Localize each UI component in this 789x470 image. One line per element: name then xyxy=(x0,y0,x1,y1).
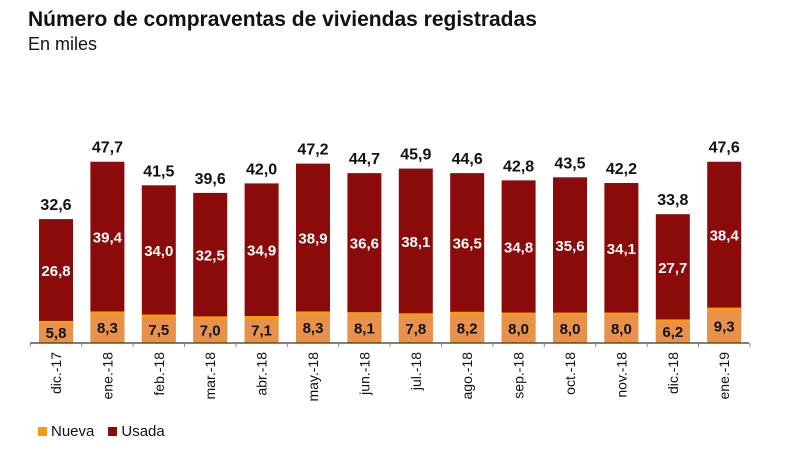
data-label-nueva: 7,5 xyxy=(148,322,169,339)
bar-segment-usada xyxy=(398,168,433,314)
chart-subtitle: En miles xyxy=(28,34,98,54)
data-label-total: 47,2 xyxy=(297,142,328,159)
data-label-total: 42,2 xyxy=(606,161,637,178)
bar-segment-usada xyxy=(244,183,279,317)
data-label-nueva: 8,0 xyxy=(508,321,529,338)
data-label-total: 47,6 xyxy=(709,140,740,157)
bar-segment-usada xyxy=(296,163,330,312)
data-label-usada: 36,6 xyxy=(350,236,379,253)
data-label-usada: 39,4 xyxy=(93,230,123,247)
x-tick-label: mar.-18 xyxy=(202,352,218,400)
bar-segment-usada xyxy=(655,214,690,320)
x-tick-label: dic.-18 xyxy=(665,352,681,394)
data-label-total: 32,6 xyxy=(40,197,71,214)
data-label-nueva: 7,8 xyxy=(405,321,426,338)
bar-label-bg-nueva xyxy=(604,315,639,341)
data-label-usada: 34,0 xyxy=(144,243,173,260)
data-label-nueva: 8,0 xyxy=(560,321,581,338)
bar-segment-usada xyxy=(141,185,176,315)
x-tick-label: ene.-18 xyxy=(99,352,115,400)
legend-swatch-nueva xyxy=(38,427,47,436)
bar-label-bg-nueva xyxy=(244,319,279,341)
data-label-total: 41,5 xyxy=(143,163,174,180)
bar-label-bg-nueva xyxy=(90,314,125,341)
data-label-usada: 32,5 xyxy=(196,248,225,265)
bar-label-bg-nueva xyxy=(39,323,73,341)
bar-label-bg-nueva xyxy=(193,319,228,341)
bar-label-bg-nueva xyxy=(347,315,382,341)
data-label-usada: 27,7 xyxy=(658,260,687,277)
data-label-nueva: 8,3 xyxy=(303,320,324,337)
data-label-usada: 34,9 xyxy=(247,243,276,260)
x-tick-label: dic.-17 xyxy=(48,352,64,394)
x-tick-label: nov.-18 xyxy=(613,352,629,398)
data-label-usada: 36,5 xyxy=(453,235,482,252)
data-label-nueva: 7,0 xyxy=(200,323,221,340)
x-tick-label: may.-18 xyxy=(305,352,321,402)
x-tick-label: jul.-18 xyxy=(408,352,424,391)
bar-segment-usada xyxy=(193,192,228,317)
x-tick-label: sep.-18 xyxy=(511,352,527,399)
x-tick-label: jun.-18 xyxy=(356,352,372,396)
bar-segment-usada xyxy=(604,183,639,313)
data-label-usada: 38,1 xyxy=(401,234,430,251)
data-label-nueva: 9,3 xyxy=(714,318,735,335)
data-label-total: 47,7 xyxy=(92,140,123,157)
bar-label-bg-nueva xyxy=(655,322,690,341)
data-label-usada: 38,9 xyxy=(298,231,327,248)
data-label-nueva: 5,8 xyxy=(46,325,67,342)
bar-label-bg-nueva xyxy=(707,310,742,341)
bar-label-bg-nueva xyxy=(398,316,433,341)
data-label-total: 33,8 xyxy=(657,192,688,209)
data-label-usada: 26,8 xyxy=(41,263,70,280)
legend-swatch-usada xyxy=(108,427,118,436)
data-label-nueva: 8,1 xyxy=(354,321,375,338)
data-label-nueva: 8,3 xyxy=(97,320,118,337)
data-label-nueva: 6,2 xyxy=(662,324,683,341)
bar-segment-usada xyxy=(450,173,485,312)
data-label-total: 39,6 xyxy=(195,171,226,188)
data-label-nueva: 8,0 xyxy=(611,321,632,338)
x-tick-label: ago.-18 xyxy=(459,352,475,400)
bar-segment-usada xyxy=(707,161,742,308)
data-label-usada: 34,8 xyxy=(504,239,533,256)
bar-label-bg-nueva xyxy=(553,315,587,341)
legend-label-usada: Usada xyxy=(121,423,165,440)
bar-segment-usada xyxy=(553,177,587,313)
data-label-total: 45,9 xyxy=(400,147,431,164)
x-tick-label: abr.-18 xyxy=(254,352,270,396)
bar-label-bg-nueva xyxy=(141,317,176,341)
data-label-usada: 34,1 xyxy=(607,241,636,258)
data-label-total: 42,8 xyxy=(503,158,534,175)
bar-segment-usada xyxy=(39,219,73,321)
data-label-total: 44,7 xyxy=(349,151,380,168)
bar-label-bg-nueva xyxy=(296,314,330,341)
data-label-nueva: 8,2 xyxy=(457,320,478,337)
data-label-nueva: 7,1 xyxy=(251,323,272,340)
data-label-usada: 35,6 xyxy=(555,238,584,255)
data-label-usada: 38,4 xyxy=(710,228,740,245)
bar-segment-usada xyxy=(90,161,125,312)
x-tick-label: feb.-18 xyxy=(151,352,167,396)
legend-item-usada: Usada xyxy=(108,423,165,440)
chart-title: Número de compraventas de viviendas regi… xyxy=(28,8,537,31)
x-tick-label: ene.-19 xyxy=(716,352,732,400)
bar-label-bg-nueva xyxy=(501,315,536,341)
data-label-total: 43,5 xyxy=(554,155,585,172)
x-tick-label: oct.-18 xyxy=(562,352,578,395)
data-label-total: 44,6 xyxy=(452,151,483,168)
data-label-total: 42,0 xyxy=(246,161,277,178)
legend-item-nueva: Nueva xyxy=(38,423,94,440)
legend-label-nueva: Nueva xyxy=(51,423,95,440)
bar-segment-usada xyxy=(501,180,536,313)
bar-segment-usada xyxy=(347,173,382,313)
bar-label-bg-nueva xyxy=(450,314,485,341)
legend: Nueva Usada xyxy=(38,423,179,440)
